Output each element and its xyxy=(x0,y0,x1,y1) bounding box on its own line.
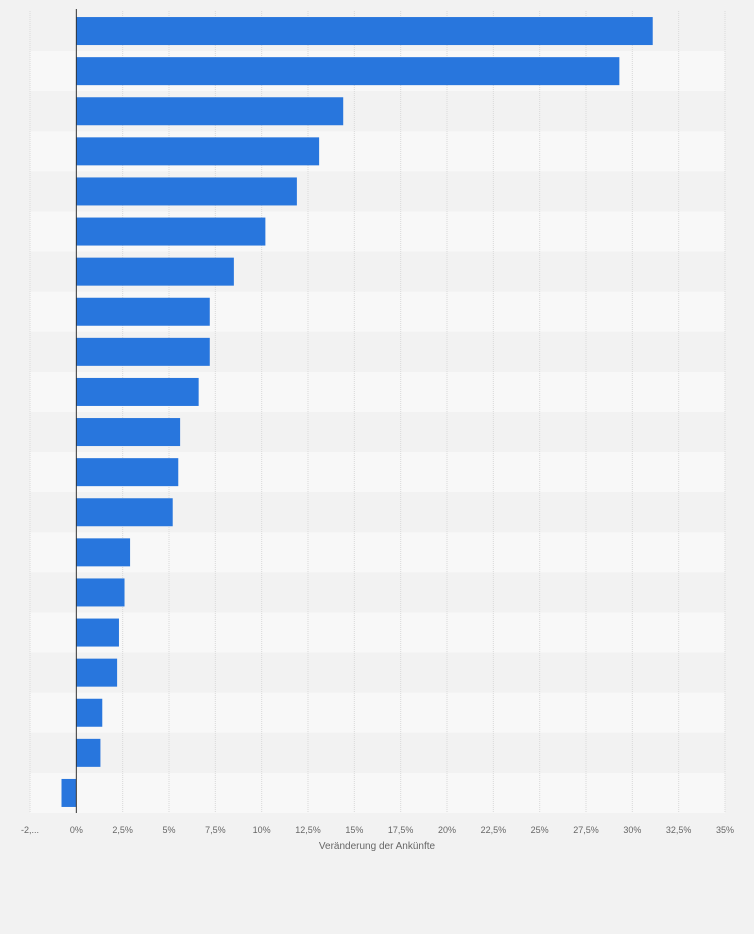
bar xyxy=(76,217,266,246)
x-tick-label: 7,5% xyxy=(205,825,226,835)
x-axis-ticks: -2,... 0% 2,5% 5% 7,5% 10% 12,5% 15% 17,5% 20% 22,… xyxy=(21,825,734,835)
x-tick-label: 0% xyxy=(70,825,83,835)
bar xyxy=(76,698,103,727)
x-tick-label: 2,5% xyxy=(112,825,133,835)
x-tick-label: 10% xyxy=(253,825,271,835)
bar xyxy=(76,738,101,767)
bar xyxy=(76,297,210,326)
x-tick-label: 12,5% xyxy=(295,825,321,835)
plot-band xyxy=(30,532,725,573)
bar xyxy=(76,257,234,286)
plot-band xyxy=(30,572,725,613)
x-tick-label: 17,5% xyxy=(388,825,414,835)
x-tick-label: 27,5% xyxy=(573,825,599,835)
plot-band xyxy=(30,612,725,653)
bar xyxy=(76,377,199,406)
plot-bands xyxy=(30,11,725,813)
bar xyxy=(76,538,131,567)
plot-band xyxy=(30,732,725,773)
bar xyxy=(76,177,297,206)
x-axis-title: Veränderung der Ankünfte xyxy=(319,841,436,852)
bar xyxy=(76,17,653,46)
bar xyxy=(76,658,118,687)
x-tick-label: 20% xyxy=(438,825,456,835)
bars xyxy=(61,17,653,807)
x-tick-label: 22,5% xyxy=(481,825,507,835)
bar xyxy=(76,418,181,447)
bar xyxy=(76,618,119,647)
x-tick-label: 35% xyxy=(716,825,734,835)
x-tick-label: 5% xyxy=(162,825,175,835)
plot-band xyxy=(30,652,725,693)
x-tick-label: -2,... xyxy=(21,825,39,835)
bar xyxy=(76,57,620,86)
bar xyxy=(76,578,125,607)
bar xyxy=(76,498,173,527)
x-tick-label: 25% xyxy=(531,825,549,835)
plot-band xyxy=(30,772,725,813)
bar xyxy=(76,137,320,166)
x-tick-label: 32,5% xyxy=(666,825,692,835)
x-tick-label: 15% xyxy=(345,825,363,835)
bar xyxy=(76,97,344,126)
gridlines xyxy=(29,11,726,813)
plot-band xyxy=(30,692,725,733)
bar xyxy=(76,458,179,487)
bar xyxy=(61,778,77,807)
bar xyxy=(76,337,210,366)
x-tick-label: 30% xyxy=(623,825,641,835)
